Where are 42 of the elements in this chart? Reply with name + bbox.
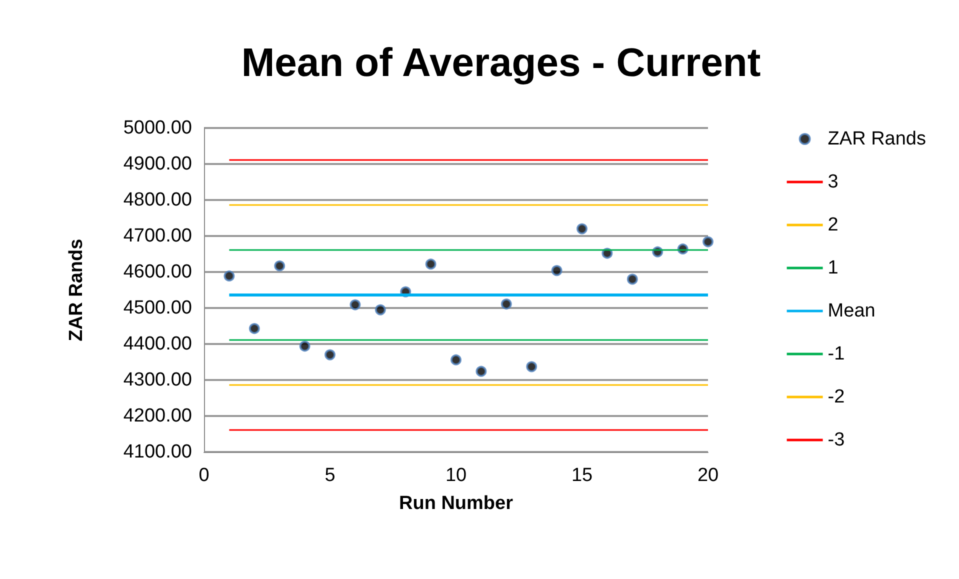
point bbox=[274, 260, 286, 272]
y-tick-label: 4700.00 bbox=[123, 226, 192, 246]
point bbox=[374, 304, 386, 316]
point bbox=[551, 265, 562, 276]
point bbox=[450, 354, 462, 366]
chart-title: Mean of Averages - Current bbox=[241, 41, 761, 85]
y-tick-label: 5000.00 bbox=[123, 118, 192, 138]
point bbox=[299, 340, 310, 352]
point bbox=[526, 361, 538, 372]
y-tick-label: 4600.00 bbox=[123, 262, 192, 282]
y-tick-label: 4500.00 bbox=[123, 298, 192, 318]
legend-label: 1 bbox=[828, 258, 838, 278]
y-tick-label: 4400.00 bbox=[123, 334, 192, 354]
point bbox=[702, 236, 714, 248]
legend-label: Mean bbox=[828, 300, 876, 322]
x-tick-label: 20 bbox=[697, 465, 719, 486]
x-axis-title: Run Number bbox=[399, 493, 514, 514]
point bbox=[576, 223, 588, 234]
point bbox=[626, 274, 638, 285]
x-tick-label: 0 bbox=[198, 465, 210, 486]
legend-label: 3 bbox=[828, 172, 838, 192]
legend-label: -3 bbox=[828, 430, 845, 450]
point bbox=[224, 270, 235, 282]
point bbox=[248, 323, 260, 334]
legend-label: -2 bbox=[828, 386, 845, 408]
y-tick-label: 4900.00 bbox=[123, 154, 192, 174]
legend-label: 2 bbox=[828, 214, 838, 236]
y-tick-label: 4100.00 bbox=[123, 442, 192, 462]
y-tick-label: 4200.00 bbox=[123, 406, 192, 426]
legend-label: -1 bbox=[828, 344, 845, 364]
y-axis-title: ZAR Rands bbox=[66, 238, 87, 342]
legend-label: ZAR Rands bbox=[828, 128, 926, 150]
point bbox=[350, 299, 361, 310]
x-tick-label: 10 bbox=[445, 465, 467, 486]
x-tick-label: 15 bbox=[571, 465, 593, 486]
y-tick-label: 4800.00 bbox=[123, 190, 192, 210]
point bbox=[324, 349, 336, 360]
x-tick-label: 5 bbox=[324, 465, 336, 486]
point bbox=[476, 366, 487, 377]
point bbox=[425, 258, 436, 270]
point bbox=[500, 298, 512, 310]
y-tick-label: 4300.00 bbox=[123, 370, 192, 390]
